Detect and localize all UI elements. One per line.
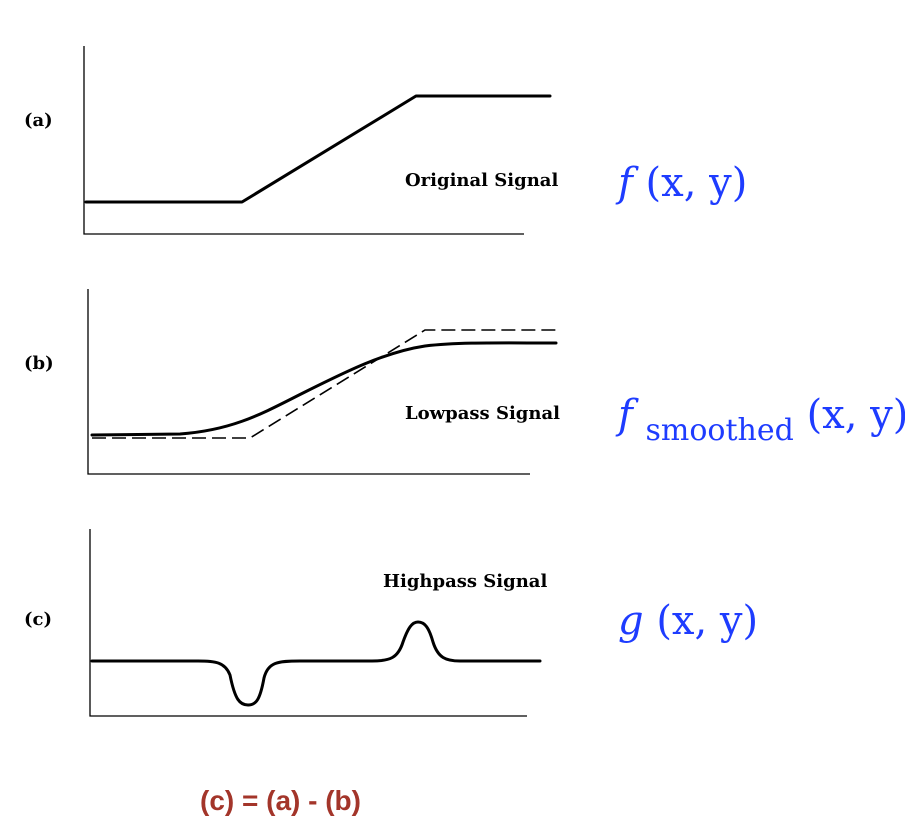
panel-b-math-base: f [615, 392, 639, 438]
lowpass-signal-curve [90, 341, 558, 437]
panel-b-label: (b) [24, 353, 54, 374]
panel-a: (a) Original Signal f (x, y) [24, 46, 747, 235]
panel-c-math-args: (x, y) [656, 598, 758, 644]
panel-c-math: g (x, y) [618, 598, 758, 644]
panel-a-axes [83, 46, 524, 235]
panel-b-math-sub: smoothed [646, 413, 794, 448]
panel-a-math-args: (x, y) [646, 160, 748, 206]
panel-a-math-base: f [615, 160, 639, 206]
panel-a-math: f (x, y) [615, 160, 747, 206]
caption-equation: (c) = (a) - (b) [200, 785, 361, 816]
panel-b-axes [87, 289, 530, 475]
panel-c-label: (c) [24, 609, 52, 630]
original-signal-curve [84, 94, 552, 204]
panel-b: (b) Lowpass Signal f smoothed (x, y) [24, 289, 905, 475]
highpass-signal-curve [90, 620, 542, 707]
panel-c-signal-label: Highpass Signal [383, 571, 547, 592]
panel-c-axes [89, 529, 527, 717]
original-signal-dashed-reference [92, 329, 556, 439]
panel-c-math-base: g [618, 598, 644, 644]
panel-b-signal-label: Lowpass Signal [405, 403, 560, 424]
panel-a-label: (a) [24, 110, 53, 131]
panel-a-signal-label: Original Signal [405, 170, 558, 191]
panel-b-math: f smoothed (x, y) [615, 392, 905, 450]
panel-b-math-args: (x, y) [807, 392, 905, 438]
panel-c: (c) Highpass Signal g (x, y) [24, 529, 758, 717]
